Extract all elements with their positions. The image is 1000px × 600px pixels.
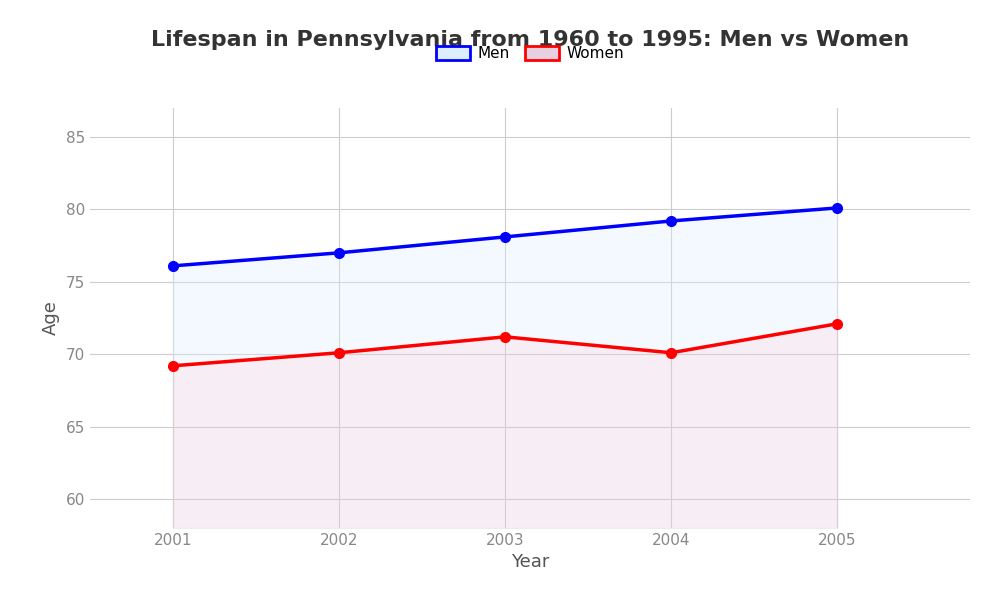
Y-axis label: Age: Age: [42, 301, 60, 335]
Legend: Men, Women: Men, Women: [430, 40, 630, 67]
X-axis label: Year: Year: [511, 553, 549, 571]
Title: Lifespan in Pennsylvania from 1960 to 1995: Men vs Women: Lifespan in Pennsylvania from 1960 to 19…: [151, 29, 909, 49]
